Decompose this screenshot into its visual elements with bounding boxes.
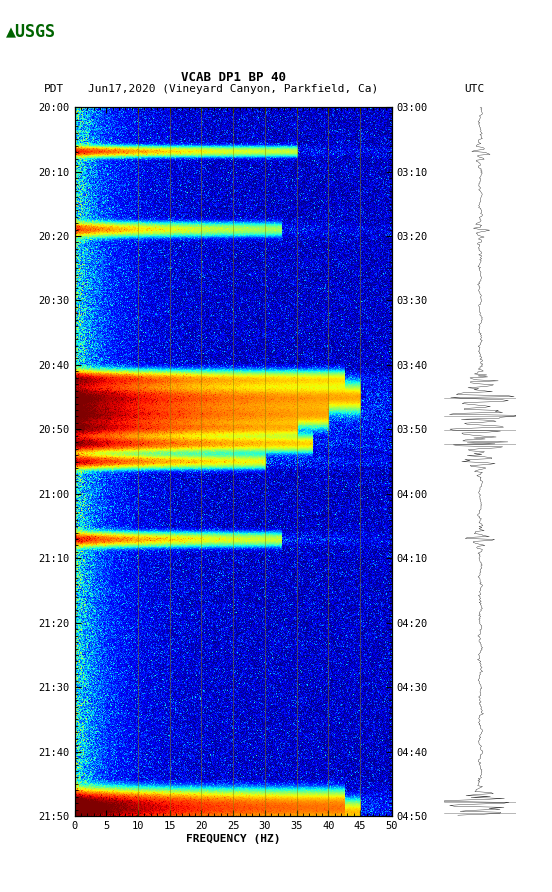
Text: VCAB DP1 BP 40: VCAB DP1 BP 40 bbox=[181, 70, 286, 84]
X-axis label: FREQUENCY (HZ): FREQUENCY (HZ) bbox=[186, 834, 280, 844]
Text: UTC: UTC bbox=[465, 84, 485, 94]
Text: Jun17,2020 (Vineyard Canyon, Parkfield, Ca): Jun17,2020 (Vineyard Canyon, Parkfield, … bbox=[88, 84, 378, 94]
Text: ▲USGS: ▲USGS bbox=[6, 22, 56, 40]
Text: PDT: PDT bbox=[44, 84, 65, 94]
